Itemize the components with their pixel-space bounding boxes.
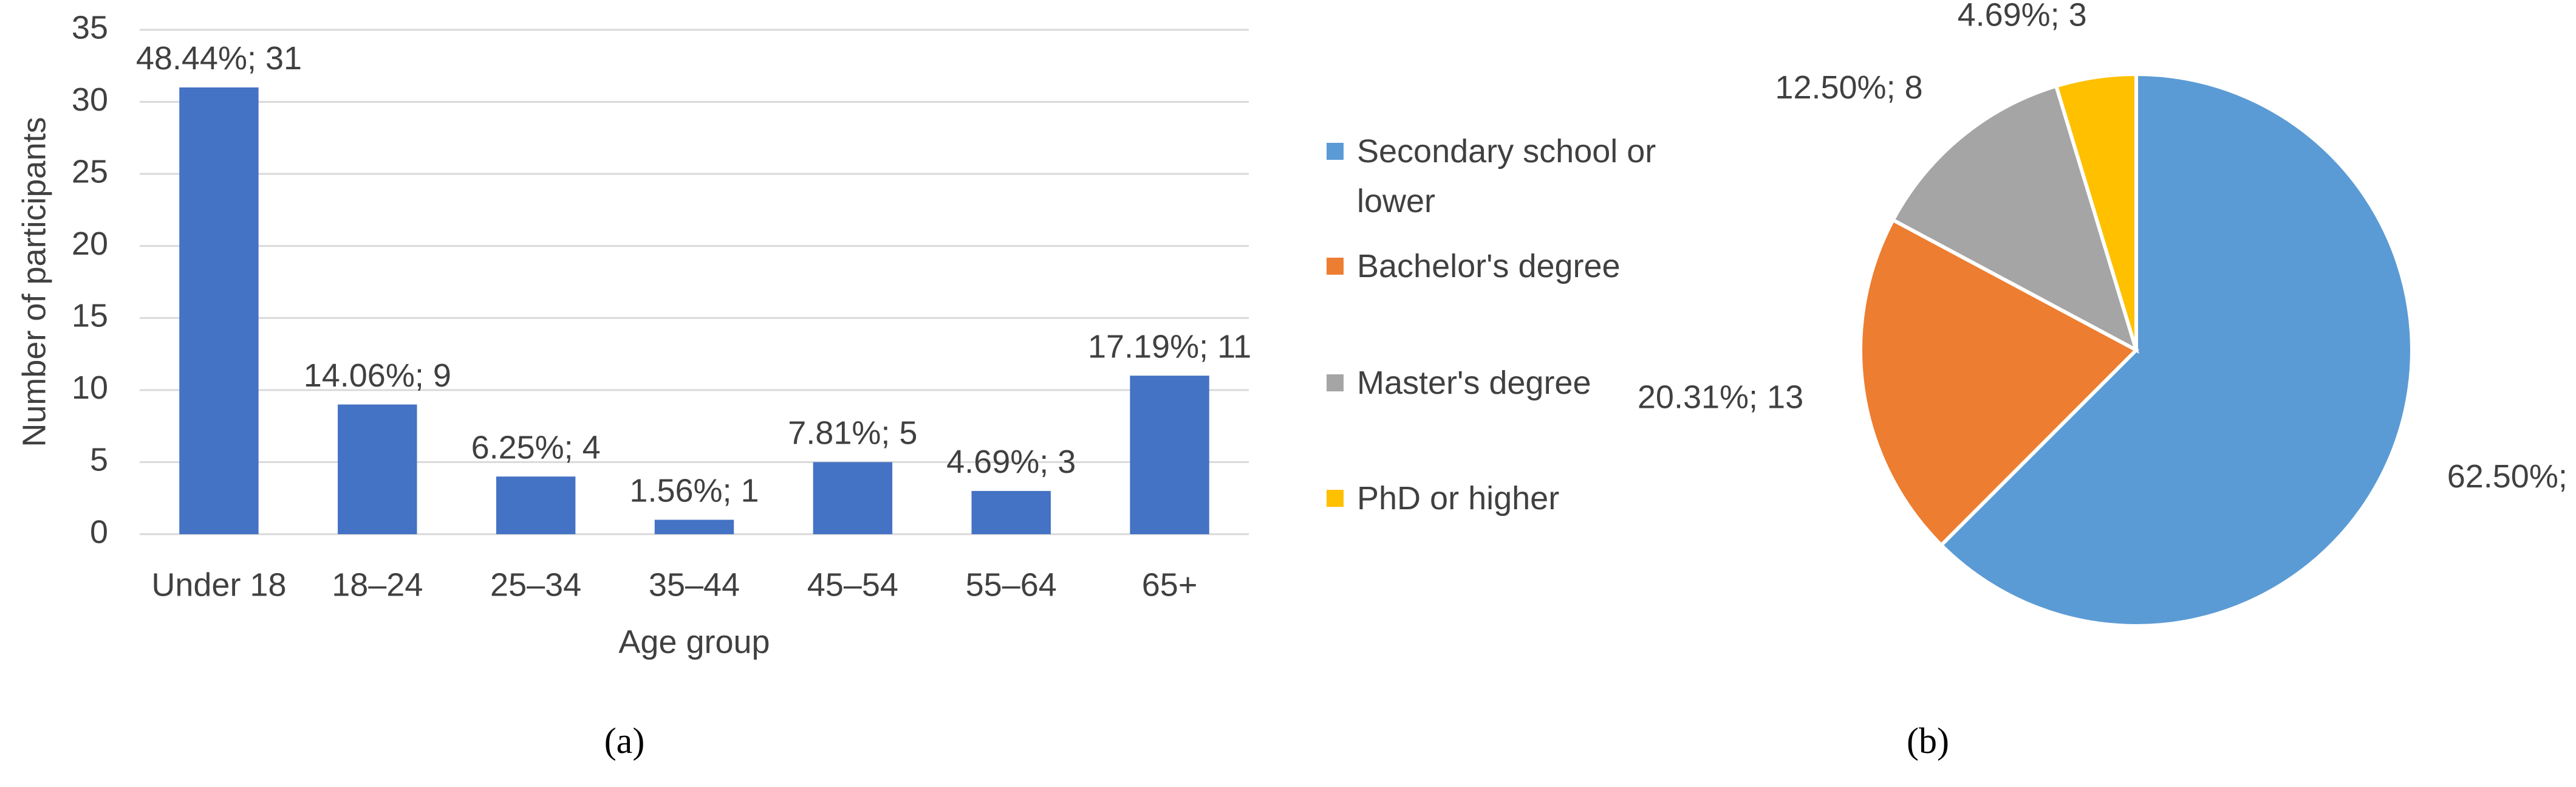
bar — [813, 462, 893, 534]
x-tick-label: 45–54 — [807, 566, 898, 603]
bar — [971, 490, 1051, 534]
legend-swatch — [1327, 490, 1344, 507]
y-tick-label: 20 — [72, 225, 108, 262]
x-tick-label: 65+ — [1142, 566, 1198, 603]
y-tick-label: 30 — [72, 81, 108, 118]
y-tick-label: 15 — [72, 298, 108, 334]
data-label: 48.44%; 31 — [136, 40, 302, 77]
pie-slice — [1859, 217, 2139, 548]
x-tick-label: Under 18 — [151, 566, 286, 603]
bar — [179, 87, 259, 534]
legend-label: Master's degree — [1357, 365, 1591, 401]
pie-slice — [1938, 72, 2414, 628]
bar — [1130, 376, 1209, 534]
y-axis-title: Number of participants — [16, 117, 52, 447]
x-tick-label: 18–24 — [332, 566, 423, 603]
legend-swatch — [1327, 143, 1344, 160]
y-tick-label: 0 — [90, 514, 108, 550]
data-label: 4.69%; 3 — [1958, 0, 2087, 33]
y-tick-label: 35 — [72, 9, 108, 46]
y-tick-label: 10 — [72, 369, 108, 406]
data-label: 20.31%; 13 — [1638, 379, 1803, 416]
x-axis-title: Age group — [618, 624, 770, 660]
bar — [496, 476, 576, 534]
bar — [654, 520, 734, 534]
data-label: 62.50%; 40 — [2447, 458, 2576, 495]
x-tick-label: 35–44 — [649, 566, 740, 603]
data-label: 17.19%; 11 — [1088, 328, 1251, 365]
bar — [338, 404, 417, 534]
pie-slice — [2054, 72, 2138, 351]
data-label: 6.25%; 4 — [471, 429, 601, 466]
data-label: 1.56%; 1 — [629, 473, 759, 509]
legend-label: Bachelor's degree — [1357, 248, 1621, 284]
y-tick-label: 5 — [90, 442, 108, 478]
y-tick-label: 25 — [72, 153, 108, 190]
x-tick-label: 55–64 — [966, 566, 1057, 603]
data-label: 7.81%; 5 — [788, 415, 917, 452]
data-label: 4.69%; 3 — [946, 444, 1076, 480]
x-tick-label: 25–34 — [490, 566, 581, 603]
caption: (a) — [604, 721, 645, 761]
caption: (b) — [1907, 721, 1949, 761]
data-label: 12.50%; 8 — [1775, 69, 1922, 106]
legend-swatch — [1327, 374, 1344, 391]
legend-label: PhD or higher — [1357, 480, 1560, 517]
legend-swatch — [1327, 258, 1344, 275]
legend-label: Secondary school or lower — [1357, 133, 1656, 219]
data-label: 14.06%; 9 — [304, 357, 451, 394]
